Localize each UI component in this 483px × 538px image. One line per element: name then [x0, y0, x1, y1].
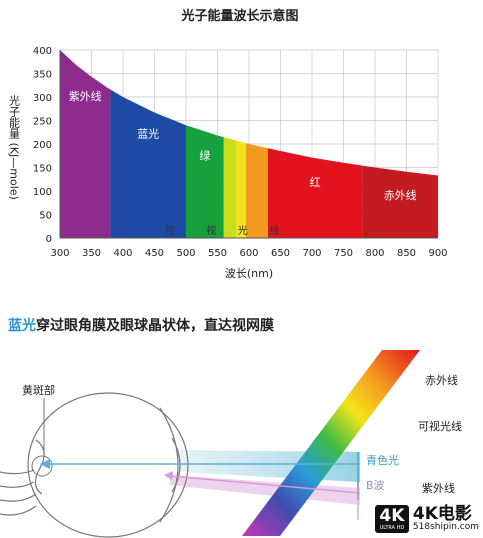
chart-title: 光子能量波长示意图 [180, 8, 298, 24]
spectrum-band [60, 50, 111, 238]
uv-label: 紫外线 [422, 481, 455, 495]
blue-arrow-head [40, 459, 50, 469]
uv-arrow-head [164, 471, 173, 480]
x-axis-label: 波长(nm) [225, 267, 273, 280]
diagram-title-rest: 穿过眼角膜及眼球晶状体，直达视网膜 [36, 317, 274, 334]
y-tick-label: 50 [39, 211, 52, 222]
band-label: 赤外线 [384, 188, 417, 202]
bwave-label: B波 [366, 479, 385, 492]
y-tick-label: 300 [33, 93, 52, 104]
spectrum-band [223, 50, 237, 238]
x-tick-label: 450 [145, 248, 164, 259]
band-label: 绿 [199, 148, 210, 162]
band-label: 蓝光 [137, 126, 159, 140]
x-tick-label: 750 [334, 248, 353, 259]
y-tick-label: 400 [33, 46, 52, 57]
x-tick-label: 650 [271, 248, 290, 259]
eye-outline [0, 392, 189, 538]
visible-light-char: 光 [238, 224, 248, 237]
x-tick-label: 800 [365, 248, 384, 259]
x-tick-label: 300 [50, 248, 69, 259]
y-tick-label: 350 [33, 70, 52, 81]
macula-label: 黄斑部 [22, 383, 55, 397]
x-tick-label: 550 [208, 248, 227, 259]
x-tick-label: 350 [82, 248, 101, 259]
y-tick-label: 200 [33, 140, 52, 151]
y-tick-label: 0 [46, 234, 52, 245]
visible-light-labels: 可视光线 [165, 224, 279, 237]
diagram-title: 蓝光穿过眼角膜及眼球晶状体，直达视网膜 [8, 317, 274, 334]
infrared-label: 赤外线 [425, 373, 458, 387]
x-tick-label: 900 [428, 248, 447, 259]
y-tick-labels: 0 50 100 150 200 250 300 350 400 [33, 46, 52, 245]
macula-dot [31, 455, 53, 477]
eye-diagram: 蓝光穿过眼角膜及眼球晶状体，直达视网膜 黄斑部 赤外线 可视光线 青色光 B波 … [0, 317, 462, 538]
watermark-badge-text: 4K [379, 505, 405, 526]
watermark-badge: 4K ULTRA HD [374, 505, 409, 533]
visible-light-char: 可 [165, 226, 175, 237]
watermark-badge-sub: ULTRA HD [379, 524, 405, 531]
visible-label: 可视光线 [418, 419, 462, 433]
x-tick-label: 500 [176, 248, 195, 259]
visible-light-char: 视 [206, 224, 216, 237]
spectrum-band [110, 50, 186, 238]
visible-light-char: 线 [269, 224, 279, 237]
spectrum-prism [242, 350, 420, 536]
y-tick-label: 250 [33, 117, 52, 128]
y-tick-label: 100 [33, 187, 52, 198]
uv-beam [170, 475, 360, 505]
diagram-title-highlight: 蓝光 [8, 317, 36, 334]
band-label: 红 [310, 176, 321, 189]
cyan-label: 青色光 [366, 453, 399, 467]
uv-arrow [169, 475, 361, 494]
watermark-url: 518shipin.com [412, 522, 479, 533]
x-tick-label: 600 [239, 248, 258, 259]
spectrum-band [236, 50, 246, 238]
spectrum-band [186, 50, 224, 238]
chart-axes [59, 50, 438, 239]
y-axis-label: 光子能量 (KJ—mole) [8, 94, 21, 200]
x-tick-label: 850 [397, 248, 416, 259]
watermark-logo: 4K ULTRA HD 4K电影 518shipin.com [374, 503, 479, 534]
x-tick-labels: 300 350 400 450 500 550 600 650 700 750 800 850 900 [50, 248, 447, 259]
x-tick-label: 700 [302, 248, 321, 259]
watermark-title: 4K电影 [412, 503, 472, 524]
x-tick-label: 400 [113, 248, 132, 259]
y-tick-label: 150 [33, 164, 52, 175]
band-label: 紫外线 [69, 89, 102, 103]
